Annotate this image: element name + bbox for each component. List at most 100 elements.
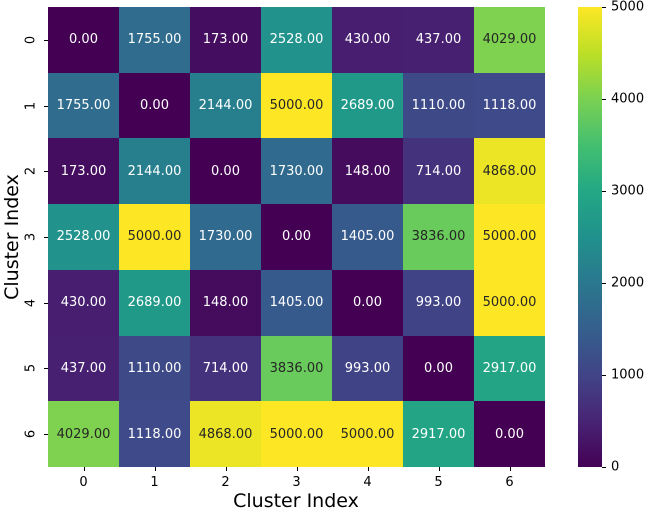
heatmap-cell: 2528.00 (261, 7, 332, 73)
cell-value: 148.00 (344, 163, 391, 179)
heatmap-cell: 430.00 (332, 7, 403, 73)
x-axis-label: Cluster Index (233, 490, 359, 512)
heatmap-cell: 2917.00 (403, 401, 474, 467)
cell-value: 437.00 (60, 360, 107, 376)
heatmap-cell: 5000.00 (332, 401, 403, 467)
cell-value: 1405.00 (269, 295, 324, 311)
heatmap-cell: 2144.00 (190, 72, 261, 139)
y-tick-label: 3 (23, 232, 39, 242)
heatmap-cell: 3836.00 (403, 204, 474, 270)
heatmap-cell: 1118.00 (474, 72, 545, 139)
heatmap-cell: 1405.00 (261, 269, 332, 336)
cell-value: 2528.00 (56, 229, 111, 245)
cell-value: 4029.00 (482, 32, 537, 48)
heatmap-cell: 1730.00 (190, 204, 261, 270)
cell-value: 0.00 (495, 426, 524, 442)
cell-value: 0.00 (211, 163, 240, 179)
heatmap-cell: 993.00 (332, 335, 403, 402)
heatmap-cell: 993.00 (403, 269, 474, 336)
colorbar-tick-mark (602, 467, 606, 468)
y-tick-label: 5 (23, 364, 39, 373)
cell-value: 437.00 (415, 32, 462, 48)
cell-value: 993.00 (344, 360, 391, 376)
cell-value: 148.00 (202, 295, 249, 311)
heatmap-cell: 437.00 (403, 7, 474, 73)
heatmap-cell: 1755.00 (119, 7, 190, 73)
x-tick-label: 5 (434, 475, 443, 490)
cell-value: 1755.00 (56, 98, 111, 114)
cell-value: 1405.00 (340, 229, 395, 245)
y-tick-label: 1 (23, 101, 39, 110)
heatmap-cell: 5000.00 (474, 204, 545, 270)
heatmap-cell: 1110.00 (403, 72, 474, 139)
y-tick-mark (44, 237, 48, 238)
heatmap-cell: 2689.00 (119, 269, 190, 336)
heatmap-cell: 0.00 (48, 7, 119, 73)
heatmap-cell: 4029.00 (474, 7, 545, 73)
cell-value: 993.00 (415, 295, 462, 311)
heatmap-cell: 173.00 (48, 138, 119, 205)
cell-value: 2917.00 (482, 360, 537, 376)
heatmap-cell: 2917.00 (474, 335, 545, 402)
y-axis-label: Cluster Index (1, 174, 23, 300)
cell-value: 1118.00 (482, 98, 537, 114)
cell-value: 3836.00 (269, 360, 324, 376)
x-tick-mark (154, 467, 156, 471)
heatmap-cell: 5000.00 (261, 72, 332, 139)
cell-value: 2689.00 (127, 295, 182, 311)
cell-value: 1730.00 (198, 229, 253, 245)
x-tick-mark (225, 467, 227, 471)
heatmap-cell: 2144.00 (119, 138, 190, 205)
cell-value: 4868.00 (482, 163, 537, 179)
y-tick-label: 6 (23, 430, 39, 439)
cell-value: 714.00 (202, 360, 249, 376)
heatmap-cell: 4868.00 (190, 401, 261, 467)
heatmap-cell: 1118.00 (119, 401, 190, 467)
heatmap-cell: 5000.00 (119, 204, 190, 270)
heatmap-cell: 3836.00 (261, 335, 332, 402)
y-tick-mark (44, 368, 48, 370)
heatmap-cell: 2689.00 (332, 72, 403, 139)
cell-value: 0.00 (69, 32, 98, 48)
colorbar-tick-mark (602, 191, 606, 192)
cell-value: 430.00 (344, 32, 391, 48)
y-tick-mark (44, 39, 48, 41)
cell-value: 1110.00 (411, 98, 466, 114)
x-tick-mark (296, 467, 298, 471)
cell-value: 4868.00 (198, 426, 253, 442)
heatmap-cell: 1405.00 (332, 204, 403, 270)
x-tick-label: 0 (79, 475, 88, 490)
cell-value: 5000.00 (482, 229, 537, 245)
x-tick-label: 4 (363, 475, 372, 490)
cell-value: 1730.00 (269, 163, 324, 179)
heatmap-cell: 1110.00 (119, 335, 190, 402)
heatmap-cell: 5000.00 (474, 269, 545, 336)
heatmap-cell: 1730.00 (261, 138, 332, 205)
heatmap-cell: 0.00 (474, 401, 545, 467)
cell-value: 5000.00 (482, 295, 537, 311)
cell-value: 173.00 (202, 32, 249, 48)
cell-value: 2144.00 (127, 163, 182, 179)
cell-value: 3836.00 (411, 229, 466, 245)
x-tick-label: 3 (292, 475, 301, 490)
y-tick-label: 0 (23, 35, 39, 44)
heatmap-cell: 148.00 (190, 269, 261, 336)
cell-value: 714.00 (415, 163, 462, 179)
cell-value: 2917.00 (411, 426, 466, 442)
cell-value: 1118.00 (127, 426, 182, 442)
cell-value: 2528.00 (269, 32, 324, 48)
cell-value: 1110.00 (127, 360, 182, 376)
x-tick-label: 6 (505, 475, 514, 490)
colorbar-tick-mark (602, 375, 606, 376)
heatmap-cell: 0.00 (119, 72, 190, 139)
colorbar-tick-label: 4000 (611, 91, 645, 107)
heatmap-cell: 437.00 (48, 335, 119, 402)
cell-value: 0.00 (353, 295, 382, 311)
heatmap-grid: 0.00 1755.00 173.00 2528.00 430.00 437.00 4029… (48, 7, 545, 467)
colorbar-tick-label: 5000 (611, 0, 645, 15)
colorbar-tick-mark (602, 7, 606, 8)
cell-value: 2689.00 (340, 98, 395, 114)
cell-value: 0.00 (282, 229, 311, 245)
y-tick-mark (44, 302, 48, 304)
